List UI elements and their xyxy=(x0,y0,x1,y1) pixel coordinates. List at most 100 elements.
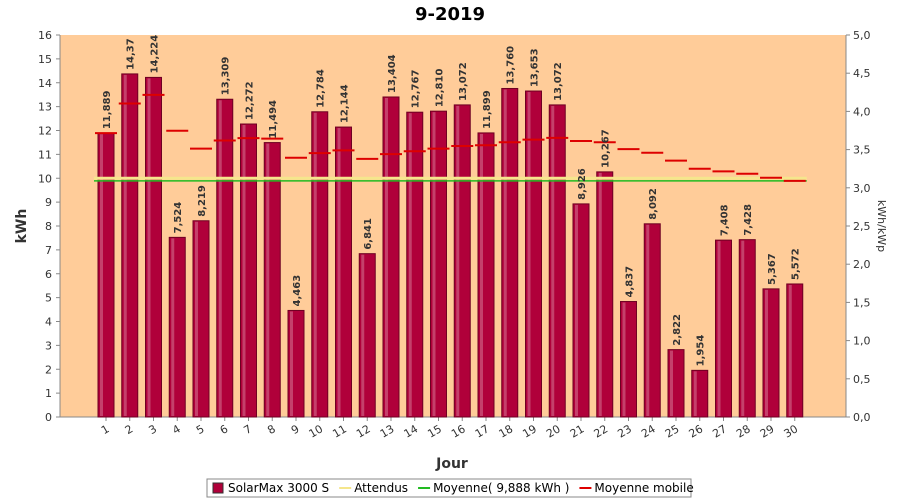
bar xyxy=(620,301,637,418)
x-tick-label: 2 xyxy=(123,422,136,437)
x-tick-label: 25 xyxy=(663,422,682,440)
y-tick-label: 0 xyxy=(45,411,52,424)
y2-tick-label: 3,0 xyxy=(853,182,871,195)
x-tick-label: 20 xyxy=(544,422,563,440)
y2-tick-label: 4,5 xyxy=(853,67,871,80)
x-tick-label: 3 xyxy=(146,422,159,437)
data-label: 5,572 xyxy=(791,248,802,280)
bar-highlight xyxy=(100,134,103,416)
bar-highlight xyxy=(503,89,507,416)
y-tick-label: 6 xyxy=(45,268,52,281)
bar-highlight xyxy=(598,172,602,416)
data-label: 5,367 xyxy=(767,253,778,285)
line-series xyxy=(94,93,807,182)
x-tick-label: 16 xyxy=(449,422,468,440)
data-label: 12,272 xyxy=(245,81,256,120)
y2-tick-label: 2,5 xyxy=(853,220,871,233)
bar-series xyxy=(97,73,804,418)
legend-item: Attendus xyxy=(354,481,408,495)
data-label: 13,404 xyxy=(387,54,398,93)
data-label: 11,889 xyxy=(102,91,113,130)
bar xyxy=(762,288,780,418)
bar xyxy=(525,90,542,418)
bar xyxy=(548,104,566,418)
data-label: 8,926 xyxy=(577,168,588,200)
bar-highlight xyxy=(361,254,365,416)
y2-tick-label: 1,5 xyxy=(853,296,871,309)
bar-highlight xyxy=(337,128,341,416)
y-tick-label: 4 xyxy=(45,316,52,329)
y-tick-label: 16 xyxy=(38,29,52,42)
bar-highlight xyxy=(313,112,317,417)
bar xyxy=(358,253,376,418)
data-label: 1,954 xyxy=(696,335,707,367)
y2-tick-label: 2,0 xyxy=(853,258,871,271)
y-tick-label: 11 xyxy=(38,148,52,161)
bar xyxy=(738,239,756,418)
bar-highlight xyxy=(290,311,293,416)
y-tick-label: 7 xyxy=(45,244,52,257)
x-axis: 1 2 3 4 5 6 7 8 9 10 11 12 13 14 15 16 17 18 19 20 21 22 23 24 2… xyxy=(60,416,846,441)
y2-tick-label: 5,0 xyxy=(853,29,871,42)
x-tick-label: 4 xyxy=(170,422,183,437)
data-label: 14,37 xyxy=(126,38,137,70)
legend-item: Moyenne( 9,888 kWh ) xyxy=(433,481,569,495)
x-tick-label: 18 xyxy=(497,422,516,440)
bar-highlight xyxy=(741,240,745,416)
x-tick-label: 26 xyxy=(687,422,706,440)
data-label: 11,899 xyxy=(482,90,493,129)
x-tick-label: 28 xyxy=(734,422,753,440)
bar xyxy=(715,239,732,418)
data-label: 12,767 xyxy=(411,70,422,109)
x-tick-label: 17 xyxy=(473,422,492,440)
y2-tick-label: 1,0 xyxy=(853,335,871,348)
y-tick-label: 3 xyxy=(45,339,52,352)
x-tick-label: 5 xyxy=(194,422,207,437)
x-tick-label: 14 xyxy=(402,422,421,440)
bar-highlight xyxy=(646,224,650,416)
y-tick-label: 13 xyxy=(38,101,52,114)
x-tick-label: 10 xyxy=(307,422,326,440)
bar xyxy=(501,87,519,418)
bar-highlight xyxy=(480,133,483,416)
x-tick-label: 19 xyxy=(520,422,539,440)
bar xyxy=(192,220,210,418)
y-tick-label: 2 xyxy=(45,363,52,376)
bar-highlight xyxy=(123,74,127,416)
bar xyxy=(477,132,495,418)
data-label: 14,224 xyxy=(150,35,161,74)
bar-highlight xyxy=(432,112,436,416)
x-tick-label: 29 xyxy=(758,422,777,440)
bar-highlight xyxy=(717,241,721,416)
bar-highlight xyxy=(385,97,388,417)
legend-item: Moyenne mobile xyxy=(594,481,693,495)
x-tick-label: 13 xyxy=(378,422,397,440)
legend-item: SolarMax 3000 S xyxy=(228,481,329,495)
bar-highlight xyxy=(693,371,697,416)
x-tick-label: 8 xyxy=(265,422,278,437)
bar xyxy=(667,349,685,418)
bar xyxy=(287,309,305,418)
bar-highlight xyxy=(195,221,198,416)
x-tick-label: 11 xyxy=(330,422,349,440)
bar xyxy=(168,236,186,418)
data-label: 12,810 xyxy=(435,69,446,108)
y-tick-label: 9 xyxy=(45,196,52,209)
data-label: 13,072 xyxy=(458,62,469,101)
data-label: 11,494 xyxy=(268,100,279,139)
bar xyxy=(572,203,590,418)
data-label: 13,760 xyxy=(506,46,517,85)
y2-tick-label: 4,0 xyxy=(853,105,871,118)
x-tick-label: 15 xyxy=(425,422,444,440)
y2-tick-label: 0,5 xyxy=(853,373,871,386)
x-tick-label: 22 xyxy=(592,422,611,440)
bar-highlight xyxy=(147,78,151,416)
y-axis-right: 0,0 0,5 1,0 1,5 2,0 2,5 3,0 3,5 4,0 4,5 5,0 xyxy=(845,29,871,424)
bar xyxy=(335,126,352,418)
bar xyxy=(643,223,661,418)
x-tick-label: 6 xyxy=(218,422,231,437)
data-label: 13,653 xyxy=(530,48,541,87)
y-tick-label: 1 xyxy=(45,387,52,400)
bar-highlight xyxy=(171,238,175,416)
